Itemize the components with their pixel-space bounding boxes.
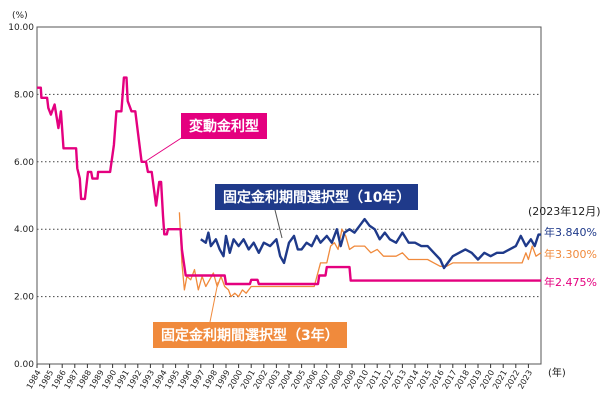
y-unit-label: (%) (12, 11, 28, 21)
variable-rate-callout: 変動金利型 (181, 113, 267, 139)
x-unit-label: (年) (548, 366, 566, 379)
y-tick-label: 2.00 (14, 293, 34, 303)
variable-end-label: 年2.475% (544, 276, 597, 289)
fixed-10y-callout: 固定金利期間選択型（10年） (215, 184, 419, 210)
y-tick-label: 0.00 (14, 360, 34, 370)
series-line-2 (178, 212, 542, 298)
fixed-10y-end-label: 年3.840% (544, 226, 597, 239)
y-tick-label: 8.00 (14, 90, 34, 100)
series-line-1 (200, 217, 541, 270)
y-tick-label: 6.00 (14, 158, 34, 168)
y-tick-label: 4.00 (14, 225, 34, 235)
fixed-10y-leader (274, 209, 283, 239)
fixed-3y-callout: 固定金利期間選択型（3年） (153, 322, 347, 348)
as-of-label: (2023年12月) (528, 205, 600, 218)
fixed-3y-leader (209, 281, 219, 323)
variable-leader (145, 134, 187, 162)
fixed-3y-end-label: 年3.300% (544, 248, 597, 261)
y-tick-label: 10.00 (8, 23, 34, 33)
series-line-0 (37, 76, 541, 286)
